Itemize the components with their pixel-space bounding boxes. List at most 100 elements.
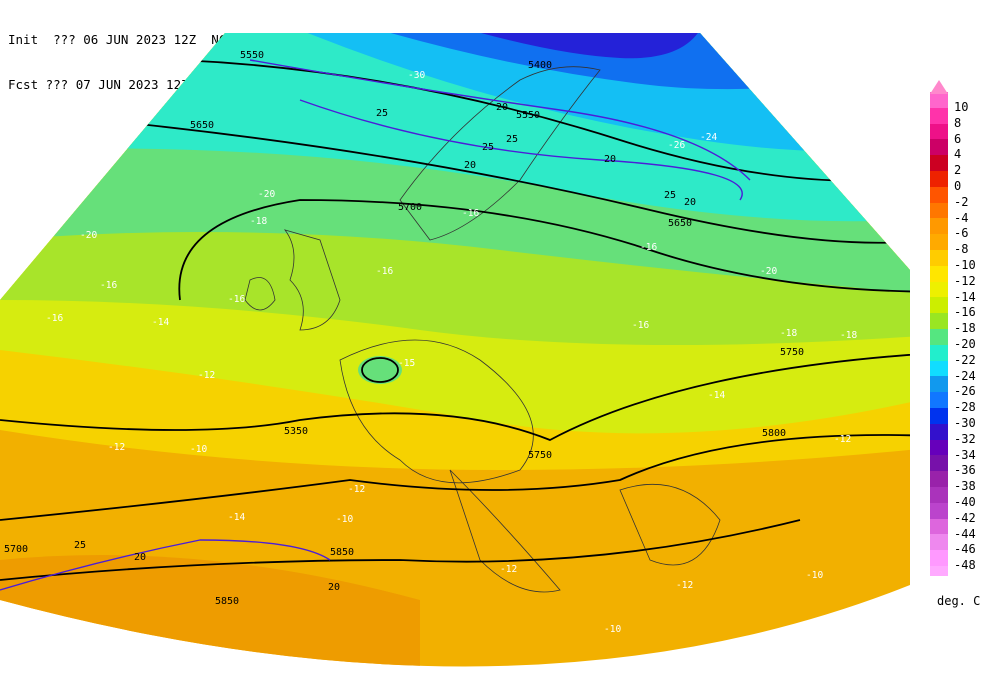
temp-label: -16	[100, 280, 117, 291]
height-label: 5750	[528, 450, 552, 461]
color-legend	[930, 80, 948, 576]
wind-contour-b	[299, 99, 743, 201]
legend-tick-label: -38	[954, 479, 976, 494]
contour-5850	[0, 519, 801, 581]
temp-label: -12	[348, 484, 365, 495]
legend-swatch	[930, 455, 948, 472]
temp-label: -24	[700, 132, 717, 143]
temp-band-minus34	[470, 33, 700, 59]
temp-label: -14	[228, 512, 245, 523]
contour-5700	[178, 199, 910, 301]
legend-tick-label: -34	[954, 447, 976, 462]
legend-units: deg. C	[937, 594, 981, 608]
legend-tick-label: -6	[954, 226, 969, 241]
legend-swatch	[930, 249, 948, 266]
temp-label: -26	[668, 140, 685, 151]
legend-tick-label: -20	[954, 337, 976, 351]
legend-swatch	[930, 344, 948, 361]
legend-tick-label: -16	[954, 305, 976, 320]
legend-tick-label: -36	[954, 463, 976, 478]
legend-swatch	[930, 107, 948, 124]
legend-swatch	[930, 550, 948, 566]
legend-tick-label: -26	[954, 384, 976, 399]
legend-swatch	[930, 502, 948, 519]
height-label: 5350	[284, 426, 308, 437]
legend-swatch	[930, 186, 948, 203]
legend-swatch	[930, 155, 948, 171]
temp-label: -12	[834, 434, 851, 445]
wind-labels: 25 25 20 25 20 20 25 20 20 25 20	[74, 102, 696, 593]
legend-tick-label: -8	[954, 242, 969, 257]
temp-label: -20	[80, 230, 97, 241]
central-europe-outline	[339, 339, 534, 484]
legend-tick-label: 0	[954, 179, 962, 193]
legend-swatch	[930, 328, 948, 345]
legend-tick-label: -30	[954, 416, 976, 430]
wind-label: 25	[376, 108, 388, 119]
legend-swatch	[930, 123, 948, 140]
legend-swatch	[930, 202, 948, 219]
legend-swatch	[930, 439, 948, 456]
temp-label: -18	[250, 216, 267, 227]
height-label: 5650	[668, 218, 692, 229]
legend-swatch	[930, 265, 948, 282]
contour-cutoff-low	[361, 357, 399, 383]
wind-label: 25	[664, 190, 676, 201]
legend-tick-label: -44	[954, 526, 976, 541]
temp-label: -15	[398, 358, 415, 369]
temp-label: -16	[640, 242, 657, 253]
height-label: 5700	[4, 544, 28, 555]
legend-swatch	[930, 313, 948, 329]
legend-tick-label: -48	[954, 558, 976, 573]
wind-label: 20	[496, 102, 508, 113]
temp-cold-pool	[358, 356, 402, 384]
temp-label: -16	[46, 313, 63, 324]
legend-tick-label: -46	[954, 542, 976, 557]
height-label: 5650	[190, 120, 214, 131]
legend-tick-label: -10	[954, 258, 976, 272]
temp-label: -10	[806, 570, 823, 581]
contour-5750	[0, 349, 910, 441]
legend-swatch	[930, 423, 948, 440]
italy-outline	[449, 469, 561, 593]
wind-label: 25	[74, 540, 86, 551]
height-label: 5750	[780, 347, 804, 358]
temp-label: -16	[228, 294, 245, 305]
britain-outline	[283, 229, 341, 331]
legend-top-arrow	[930, 80, 948, 94]
legend-tick-label: -32	[954, 431, 976, 446]
wind-contour-a	[249, 59, 751, 181]
wind-label: 20	[328, 582, 340, 593]
temp-label: -20	[258, 189, 275, 200]
legend-swatch	[930, 297, 948, 314]
legend-tick-label: -2	[954, 194, 969, 209]
balkans-outline	[619, 483, 721, 566]
height-label: 5700	[398, 202, 422, 213]
legend-swatch	[930, 534, 948, 551]
wind-label: 25	[482, 142, 494, 153]
legend-swatch	[930, 92, 948, 108]
temp-label: -14	[708, 390, 725, 401]
wind-label: 20	[464, 160, 476, 171]
contour-5800	[0, 434, 910, 521]
temp-label: -18	[780, 328, 797, 339]
temp-label: -16	[632, 320, 649, 331]
height-label: 5400	[528, 60, 552, 71]
legend-tick-label: -14	[954, 289, 976, 304]
wind-contours	[0, 59, 751, 591]
legend-swatches	[930, 92, 948, 566]
temperature-labels: -30 -20 -18 -16 -16 -14 -16 -16 -15 -12 …	[46, 70, 857, 635]
legend-tick-label: -40	[954, 495, 976, 509]
legend-swatch	[930, 170, 948, 187]
legend-tick-label: -18	[954, 321, 976, 336]
legend-tick-label: 8	[954, 115, 962, 130]
legend-swatch	[930, 471, 948, 487]
temp-label: -14	[152, 317, 169, 328]
legend-bottom-cap	[930, 565, 948, 576]
coastlines	[244, 66, 721, 593]
wind-contour-c	[0, 539, 331, 591]
legend-swatch	[930, 486, 948, 503]
legend-tick-label: -42	[954, 510, 976, 525]
temperature-field	[0, 33, 910, 667]
